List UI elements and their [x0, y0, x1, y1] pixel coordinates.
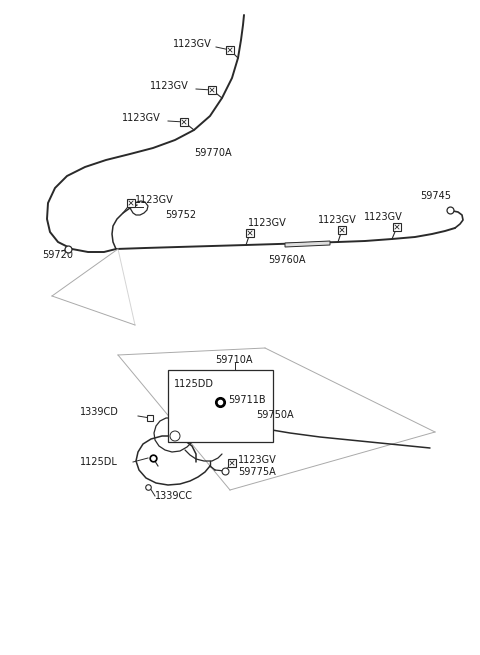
Text: 1123GV: 1123GV [135, 195, 174, 205]
Polygon shape [127, 199, 135, 207]
Circle shape [170, 431, 180, 441]
Text: 59770A: 59770A [194, 148, 232, 158]
Text: 59750A: 59750A [256, 410, 294, 420]
Text: 59710A: 59710A [215, 355, 252, 365]
Polygon shape [226, 46, 234, 54]
Text: 59720: 59720 [42, 250, 73, 260]
Text: 1123GV: 1123GV [150, 81, 189, 91]
Polygon shape [246, 229, 254, 237]
Polygon shape [228, 459, 236, 467]
Text: 1123GV: 1123GV [173, 39, 212, 49]
Text: 1123GV: 1123GV [364, 212, 403, 222]
Bar [168, 370, 273, 442]
Text: 1123GV: 1123GV [318, 215, 357, 225]
Text: 1339CD: 1339CD [80, 407, 119, 417]
Polygon shape [338, 226, 346, 234]
Text: 1339CC: 1339CC [155, 491, 193, 501]
Polygon shape [285, 241, 330, 247]
Polygon shape [180, 118, 188, 126]
Text: 59752: 59752 [165, 210, 196, 220]
Text: 59745: 59745 [420, 191, 451, 201]
Text: 1125DL: 1125DL [80, 457, 118, 467]
Text: 59775A: 59775A [238, 467, 276, 477]
Text: 59711B: 59711B [228, 395, 265, 405]
Text: 59760A: 59760A [268, 255, 305, 265]
Polygon shape [393, 223, 401, 231]
Text: 1125DD: 1125DD [174, 379, 214, 389]
Text: 1123GV: 1123GV [122, 113, 161, 123]
Text: 1123GV: 1123GV [238, 455, 277, 465]
Polygon shape [208, 86, 216, 94]
Text: 1123GV: 1123GV [248, 218, 287, 228]
